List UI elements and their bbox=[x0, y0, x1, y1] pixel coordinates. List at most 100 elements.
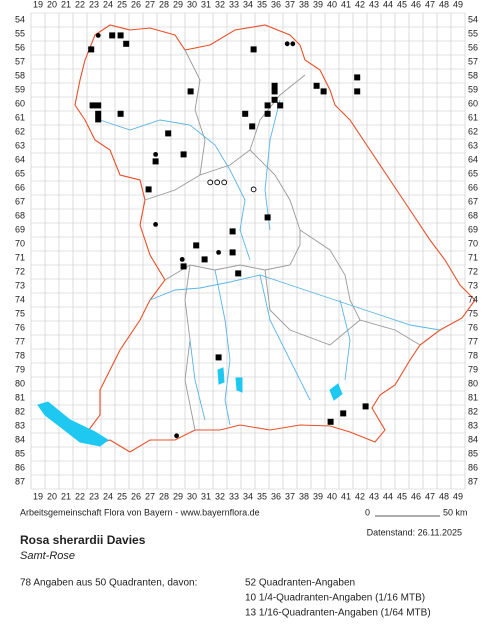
row-label: 64 bbox=[468, 154, 478, 164]
record-square bbox=[264, 110, 271, 117]
column-label: 48 bbox=[439, 491, 449, 501]
record-square bbox=[340, 410, 347, 417]
record-circle bbox=[221, 179, 228, 186]
record-square bbox=[88, 46, 95, 53]
column-label: 27 bbox=[145, 0, 155, 9]
row-label: 77 bbox=[15, 336, 25, 346]
row-label: 81 bbox=[468, 392, 478, 402]
row-label: 62 bbox=[15, 126, 25, 136]
column-label: 21 bbox=[61, 0, 71, 9]
row-label: 76 bbox=[15, 322, 25, 332]
row-label: 84 bbox=[468, 434, 478, 444]
row-label: 59 bbox=[468, 84, 478, 94]
row-label: 85 bbox=[468, 448, 478, 458]
column-label: 39 bbox=[313, 0, 323, 9]
record-square bbox=[313, 82, 320, 89]
column-label: 22 bbox=[75, 491, 85, 501]
column-label: 21 bbox=[61, 491, 71, 501]
column-label: 36 bbox=[271, 491, 281, 501]
common-name: Samt-Rose bbox=[20, 550, 75, 562]
row-label: 74 bbox=[468, 294, 478, 304]
scale-start: 0 bbox=[365, 507, 370, 517]
row-label: 65 bbox=[468, 168, 478, 178]
column-label: 42 bbox=[355, 491, 365, 501]
column-label: 34 bbox=[243, 491, 253, 501]
column-label: 49 bbox=[453, 0, 463, 9]
record-square bbox=[235, 270, 242, 277]
record-square bbox=[354, 74, 361, 81]
column-label: 29 bbox=[173, 0, 183, 9]
record-square bbox=[271, 88, 278, 95]
row-label: 73 bbox=[468, 280, 478, 290]
column-label: 49 bbox=[453, 491, 463, 501]
grid bbox=[30, 12, 466, 490]
column-label: 26 bbox=[131, 0, 141, 9]
row-label: 75 bbox=[15, 308, 25, 318]
row-label: 80 bbox=[15, 378, 25, 388]
record-dot bbox=[284, 41, 290, 47]
row-label: 79 bbox=[468, 364, 478, 374]
summary-line: 52 Quadranten-Angaben bbox=[245, 578, 355, 589]
column-label: 43 bbox=[369, 0, 379, 9]
column-label: 32 bbox=[215, 491, 225, 501]
record-square bbox=[215, 354, 222, 361]
record-square bbox=[201, 256, 208, 263]
row-label: 77 bbox=[468, 336, 478, 346]
row-label: 69 bbox=[15, 224, 25, 234]
record-square bbox=[229, 228, 236, 235]
row-label: 70 bbox=[468, 238, 478, 248]
column-label: 39 bbox=[313, 491, 323, 501]
record-dot bbox=[153, 222, 159, 227]
column-label: 28 bbox=[159, 491, 169, 501]
record-square bbox=[123, 40, 130, 47]
column-label: 25 bbox=[117, 0, 127, 9]
column-label: 30 bbox=[187, 491, 197, 501]
record-square bbox=[362, 403, 369, 410]
column-label: 30 bbox=[187, 0, 197, 9]
record-square bbox=[249, 123, 256, 130]
column-label: 35 bbox=[257, 0, 267, 9]
record-square bbox=[109, 32, 116, 39]
summary-line: 13 1/16-Quadranten-Angaben (1/64 MTB) bbox=[245, 608, 431, 619]
column-label: 41 bbox=[341, 491, 351, 501]
row-label: 76 bbox=[468, 322, 478, 332]
record-square bbox=[242, 110, 249, 117]
river bbox=[214, 269, 231, 426]
row-label: 66 bbox=[468, 182, 478, 192]
row-label: 73 bbox=[15, 280, 25, 290]
column-label: 44 bbox=[383, 491, 393, 501]
row-label: 65 bbox=[15, 168, 25, 178]
column-label: 46 bbox=[411, 491, 421, 501]
summary-total: 78 Angaben aus 50 Quadranten, davon: bbox=[20, 578, 197, 589]
column-label: 19 bbox=[33, 0, 43, 9]
row-label: 60 bbox=[15, 98, 25, 108]
row-label: 58 bbox=[15, 70, 25, 80]
row-label: 70 bbox=[15, 238, 25, 248]
lake bbox=[37, 401, 109, 447]
column-label: 35 bbox=[257, 491, 267, 501]
column-label: 46 bbox=[411, 0, 421, 9]
row-label: 71 bbox=[468, 252, 478, 262]
column-label: 34 bbox=[243, 0, 253, 9]
record-square bbox=[95, 102, 102, 109]
row-label: 78 bbox=[15, 350, 25, 360]
column-label: 36 bbox=[271, 0, 281, 9]
row-label: 72 bbox=[468, 266, 478, 276]
records bbox=[88, 32, 369, 439]
record-square bbox=[354, 88, 361, 95]
column-label: 19 bbox=[33, 491, 43, 501]
record-square bbox=[152, 158, 159, 165]
column-label: 29 bbox=[173, 491, 183, 501]
record-square bbox=[117, 110, 124, 117]
column-label: 45 bbox=[397, 0, 407, 9]
column-label: 38 bbox=[299, 0, 309, 9]
record-square bbox=[327, 418, 334, 425]
record-dot bbox=[95, 33, 101, 38]
record-square bbox=[95, 110, 102, 117]
column-label: 40 bbox=[327, 0, 337, 9]
record-square bbox=[264, 102, 271, 109]
row-label: 58 bbox=[468, 70, 478, 80]
record-circle bbox=[207, 179, 214, 186]
row-label: 67 bbox=[468, 196, 478, 206]
